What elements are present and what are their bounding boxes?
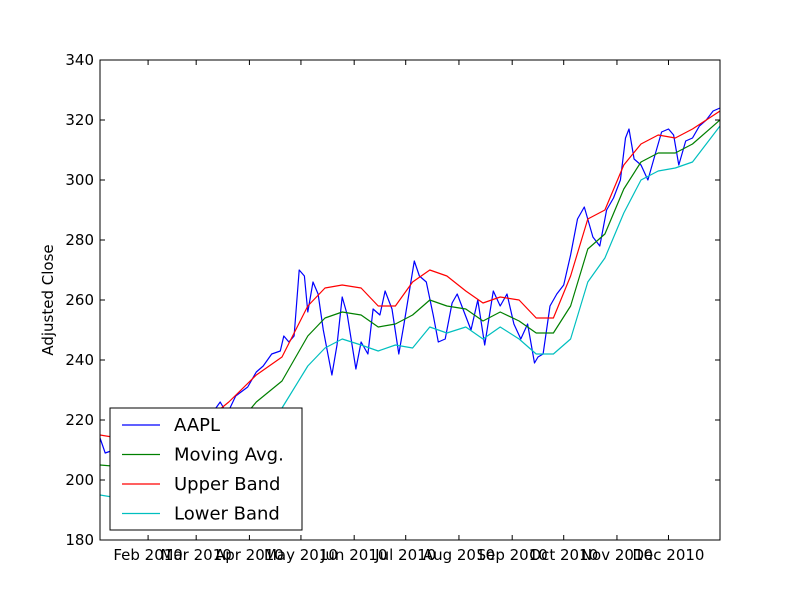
legend-entry-label: Moving Avg. — [174, 445, 284, 466]
legend-box — [109, 407, 303, 531]
y-tick-label: 280 — [65, 231, 94, 249]
x-tick-label: Jul 2010 — [374, 546, 436, 564]
y-tick-label: 300 — [65, 171, 94, 189]
legend: AAPL Moving Avg. Upper Band Lower Band — [109, 407, 303, 531]
series-line-upper-band — [100, 110, 720, 442]
y-tick-label: 320 — [65, 111, 94, 129]
x-tick-label: Jun 2010 — [320, 546, 387, 564]
y-tick-label: 200 — [65, 471, 94, 489]
x-tick-label: Sep 2010 — [477, 546, 548, 564]
x-tick-label: Feb 2010 — [113, 546, 183, 564]
legend-entry-label: AAPL — [174, 415, 220, 436]
series-line-moving-avg — [100, 119, 720, 472]
x-tick-label: Dec 2010 — [632, 546, 704, 564]
y-tick-label: 220 — [65, 411, 94, 429]
x-tick-label: Aug 2010 — [423, 546, 495, 564]
legend-entry-label: Upper Band — [174, 474, 280, 495]
x-tick-label: Mar 2010 — [161, 546, 232, 564]
y-tick-label: 260 — [65, 291, 94, 309]
y-tick-label: 340 — [65, 51, 94, 69]
x-tick-label: Nov 2010 — [581, 546, 653, 564]
y-axis: 180 200 220 240 260 280 300 320 340 — [65, 51, 720, 549]
legend-entry-label: Lower Band — [174, 504, 280, 525]
x-tick-label: May 2010 — [264, 546, 338, 564]
y-tick-label: 180 — [65, 531, 94, 549]
y-axis-label: Adjusted Close — [39, 244, 57, 355]
x-tick-label: Oct 2010 — [529, 546, 598, 564]
x-tick-label: Apr 2010 — [215, 546, 284, 564]
y-tick-label: 240 — [65, 351, 94, 369]
